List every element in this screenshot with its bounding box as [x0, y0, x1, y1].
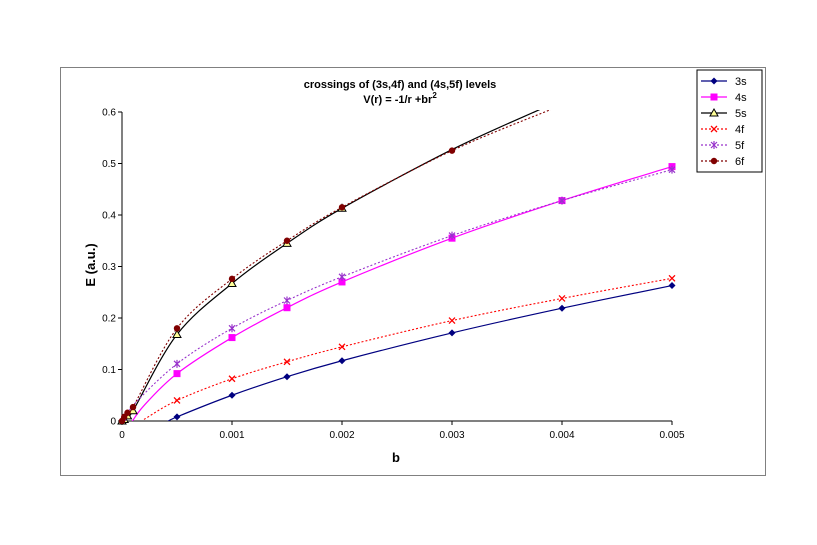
chart-subtitle-superscript: 2: [432, 91, 437, 100]
x-tick-label: 0.004: [549, 430, 574, 441]
series-3s: [167, 284, 673, 421]
legend-label: 3s: [735, 76, 747, 88]
series-line-5f: [124, 169, 673, 421]
data-point: [228, 334, 236, 342]
legend-label: 5f: [735, 140, 745, 152]
legend-item-5s: 5s: [701, 107, 747, 120]
series-line-6f: [122, 110, 552, 421]
data-point: [558, 294, 566, 302]
series-5f: [124, 169, 673, 421]
x-tick-label: 0.002: [329, 430, 354, 441]
data-point: [668, 274, 676, 282]
legend-marker: [710, 125, 718, 133]
y-tick-label: 0.3: [102, 262, 116, 273]
series-line-4s: [131, 166, 673, 421]
legend: 3s 4s 5s 4f 5f 6f: [696, 69, 763, 173]
legend-marker: [710, 93, 718, 101]
y-tick-label: 0.6: [102, 108, 116, 119]
series-4s: [131, 166, 673, 421]
data-point: [338, 204, 346, 211]
legend-item-6f: 6f: [701, 156, 745, 168]
data-point: [228, 275, 236, 283]
data-point: [668, 165, 676, 174]
y-axis-label: E (a.u.): [83, 243, 98, 286]
x-tick-label: 0: [119, 430, 125, 441]
data-point: [448, 317, 456, 325]
data-point: [124, 409, 131, 416]
legend-label: 4s: [735, 92, 747, 104]
series-6f: [122, 110, 552, 421]
data-point: [283, 358, 291, 366]
data-point: [173, 370, 181, 378]
data-point: [448, 329, 456, 337]
data-point: [228, 375, 236, 383]
legend-marker: [710, 77, 718, 85]
data-point: [448, 231, 456, 240]
legend-box: [696, 69, 763, 173]
chart-title: crossings of (3s,4f) and (4s,5f) levels: [304, 79, 497, 91]
series-layer: [117, 110, 676, 425]
data-point: [558, 304, 566, 312]
series-line-5s: [122, 110, 541, 421]
legend-item-3s: 3s: [701, 76, 747, 88]
x-tick-label: 0.001: [219, 430, 244, 441]
series-markers-5s: [117, 203, 347, 425]
y-tick-label: 0.5: [102, 159, 116, 170]
legend-label: 4f: [735, 124, 745, 136]
legend-item-5f: 5f: [701, 140, 745, 152]
legend-marker: [710, 157, 718, 165]
data-point: [228, 391, 236, 399]
data-point: [283, 373, 291, 381]
series-markers-5f: [173, 165, 676, 368]
x-axis-ticks: 0 0.001 0.002 0.003 0.004 0.005: [119, 421, 685, 441]
series-line-3s: [167, 284, 673, 421]
data-point: [448, 147, 456, 154]
data-point: [283, 304, 291, 312]
data-point: [283, 296, 291, 305]
y-axis-ticks: 0 0.1 0.2 0.3 0.4 0.5 0.6: [102, 108, 122, 428]
data-point: [338, 357, 346, 365]
data-point: [228, 324, 236, 333]
chart-subtitle-main: V(r) = -1/r +br: [363, 94, 433, 106]
plot-area: [121, 112, 672, 422]
legend-marker: [709, 107, 719, 117]
series-markers-4f: [173, 274, 676, 404]
data-point: [338, 278, 346, 286]
chart-frame: [60, 67, 766, 476]
series-markers-3s: [173, 282, 676, 421]
series-markers-6f: [118, 147, 456, 425]
data-point: [173, 359, 181, 368]
y-tick-label: 0.2: [102, 314, 116, 325]
legend-marker: [710, 141, 718, 149]
legend-label: 6f: [735, 156, 745, 168]
data-point: [173, 325, 181, 332]
data-point: [129, 403, 137, 411]
legend-label: 5s: [735, 108, 747, 120]
series-5s: [122, 110, 541, 421]
data-point: [668, 282, 676, 290]
legend-item-4s: 4s: [701, 92, 747, 104]
data-point: [227, 278, 237, 287]
data-point: [173, 413, 181, 421]
data-point: [338, 343, 346, 351]
x-axis-label: b: [392, 450, 400, 465]
y-tick-label: 0.4: [102, 211, 116, 222]
data-point: [172, 329, 182, 338]
data-point: [338, 272, 346, 281]
chart-subtitle: V(r) = -1/r +br2: [363, 91, 437, 106]
data-point: [283, 237, 291, 244]
legend-item-4f: 4f: [701, 124, 745, 136]
data-point: [558, 196, 566, 205]
y-tick-label: 0: [110, 417, 116, 428]
x-tick-label: 0.003: [439, 430, 464, 441]
x-tick-label: 0.005: [659, 430, 684, 441]
y-tick-label: 0.1: [102, 365, 116, 376]
data-point: [173, 396, 181, 404]
